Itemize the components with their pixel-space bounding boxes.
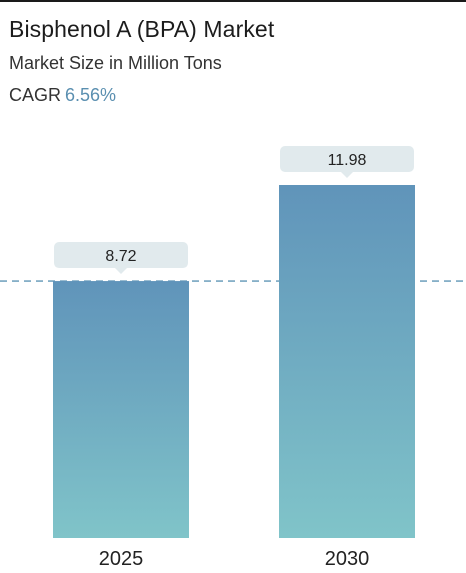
- data-label-box: [280, 146, 414, 172]
- data-label-2025: 8.72: [54, 242, 188, 275]
- chart-title: Bisphenol A (BPA) Market: [9, 16, 275, 42]
- data-label-pointer: [115, 268, 127, 275]
- cagr-value: 6.56%: [65, 85, 117, 105]
- chart-subtitle: Market Size in Million Tons: [9, 53, 222, 73]
- top-rule: [0, 0, 466, 2]
- cagr-line: CAGR 6.56%: [9, 85, 116, 106]
- data-label-box: [54, 242, 188, 269]
- bar-2030: [279, 185, 415, 538]
- data-label-pointer: [341, 172, 353, 178]
- bar-2025: [53, 281, 189, 538]
- data-label-2030: 11.98: [280, 146, 414, 178]
- cagr-label: CAGR: [9, 85, 62, 105]
- bars-layer: [0, 185, 466, 538]
- data-label-text: 11.98: [328, 152, 367, 169]
- x-tick-label-2025: 2025: [99, 548, 144, 570]
- labels-layer: 8.72 2025 11.98 2030: [54, 146, 414, 570]
- x-tick-label-2030: 2030: [325, 548, 370, 570]
- data-label-text: 8.72: [105, 248, 136, 265]
